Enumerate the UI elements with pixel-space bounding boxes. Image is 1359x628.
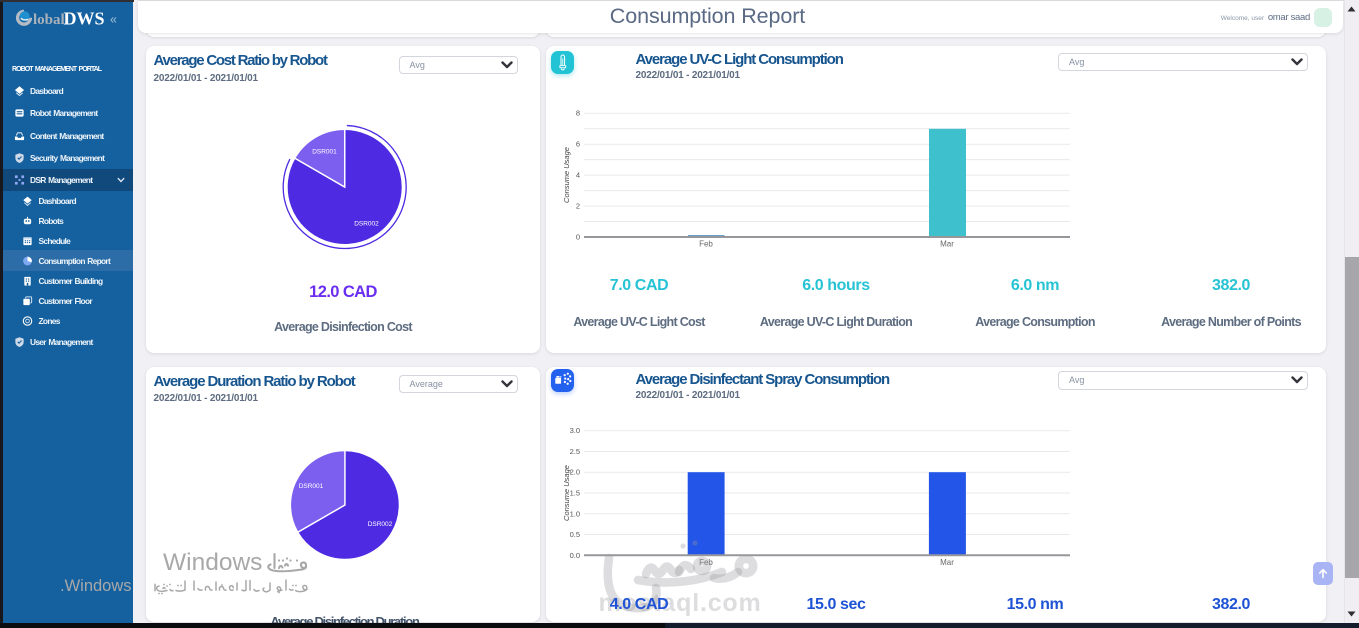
svg-text:Consume Usage: Consume Usage [562,465,571,521]
svg-text:Feb: Feb [699,240,713,249]
svg-text:0.5: 0.5 [570,530,580,539]
svg-text:0.0: 0.0 [570,551,580,560]
svg-text:4: 4 [576,171,580,180]
svg-text:2.5: 2.5 [570,447,580,456]
svg-text:Consume Usage: Consume Usage [562,147,571,203]
svg-text:1.0: 1.0 [570,509,580,518]
svg-text:2.0: 2.0 [570,468,580,477]
svg-text:«: « [110,13,117,27]
svg-text:Feb: Feb [699,558,713,567]
svg-text:lobal: lobal [33,12,65,28]
svg-text:2: 2 [576,202,580,211]
svg-text:DWS: DWS [64,9,105,29]
svg-text:0: 0 [576,233,580,242]
svg-text:DSR002: DSR002 [354,221,379,228]
svg-text:DSR001: DSR001 [312,149,337,156]
svg-text:8: 8 [576,109,580,118]
svg-text:1.5: 1.5 [570,489,580,498]
svg-text:DSR001: DSR001 [299,483,324,490]
svg-text:Mar: Mar [940,240,954,249]
svg-text:3.0: 3.0 [570,426,580,435]
svg-text:6: 6 [576,140,580,149]
svg-text:Mar: Mar [940,558,954,567]
svg-text:DSR002: DSR002 [368,521,393,528]
